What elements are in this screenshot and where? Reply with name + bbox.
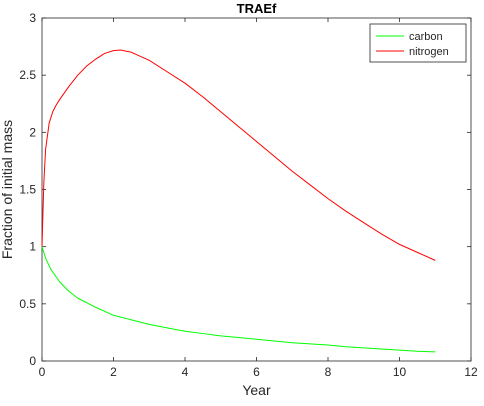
plot-area: 0 2 4 6 8 10 12 0 0.5 1 1.5 2 2.5 3 xyxy=(19,11,478,379)
y-tick-label: 2.5 xyxy=(19,68,36,82)
axes-box xyxy=(41,17,472,362)
x-tick-label: 0 xyxy=(39,365,46,379)
series-line-nitrogen xyxy=(41,49,436,261)
y-tick-label: 3 xyxy=(29,11,36,25)
y-tick-label: 2 xyxy=(29,125,36,139)
legend: carbon nitrogen xyxy=(369,23,467,63)
x-tick-label: 4 xyxy=(182,365,189,379)
x-axis-label: Year xyxy=(242,382,271,398)
x-tick-label: 10 xyxy=(393,365,407,379)
x-tick-label: 2 xyxy=(110,365,117,379)
y-axis-label: Fraction of initial mass xyxy=(0,120,15,259)
x-tick-label: 8 xyxy=(325,365,332,379)
legend-box xyxy=(369,23,467,63)
legend-label-nitrogen: nitrogen xyxy=(409,46,449,58)
y-tick-label: 0.5 xyxy=(19,297,36,311)
series-line-carbon xyxy=(41,246,436,353)
legend-label-carbon: carbon xyxy=(409,31,443,43)
chart-title: TRAEf xyxy=(237,1,277,16)
y-tick-label: 0 xyxy=(29,354,36,368)
x-tick-label: 12 xyxy=(464,365,478,379)
y-tick-label: 1.5 xyxy=(19,183,36,197)
y-tick-label: 1 xyxy=(29,240,36,254)
x-tick-label: 6 xyxy=(253,365,260,379)
